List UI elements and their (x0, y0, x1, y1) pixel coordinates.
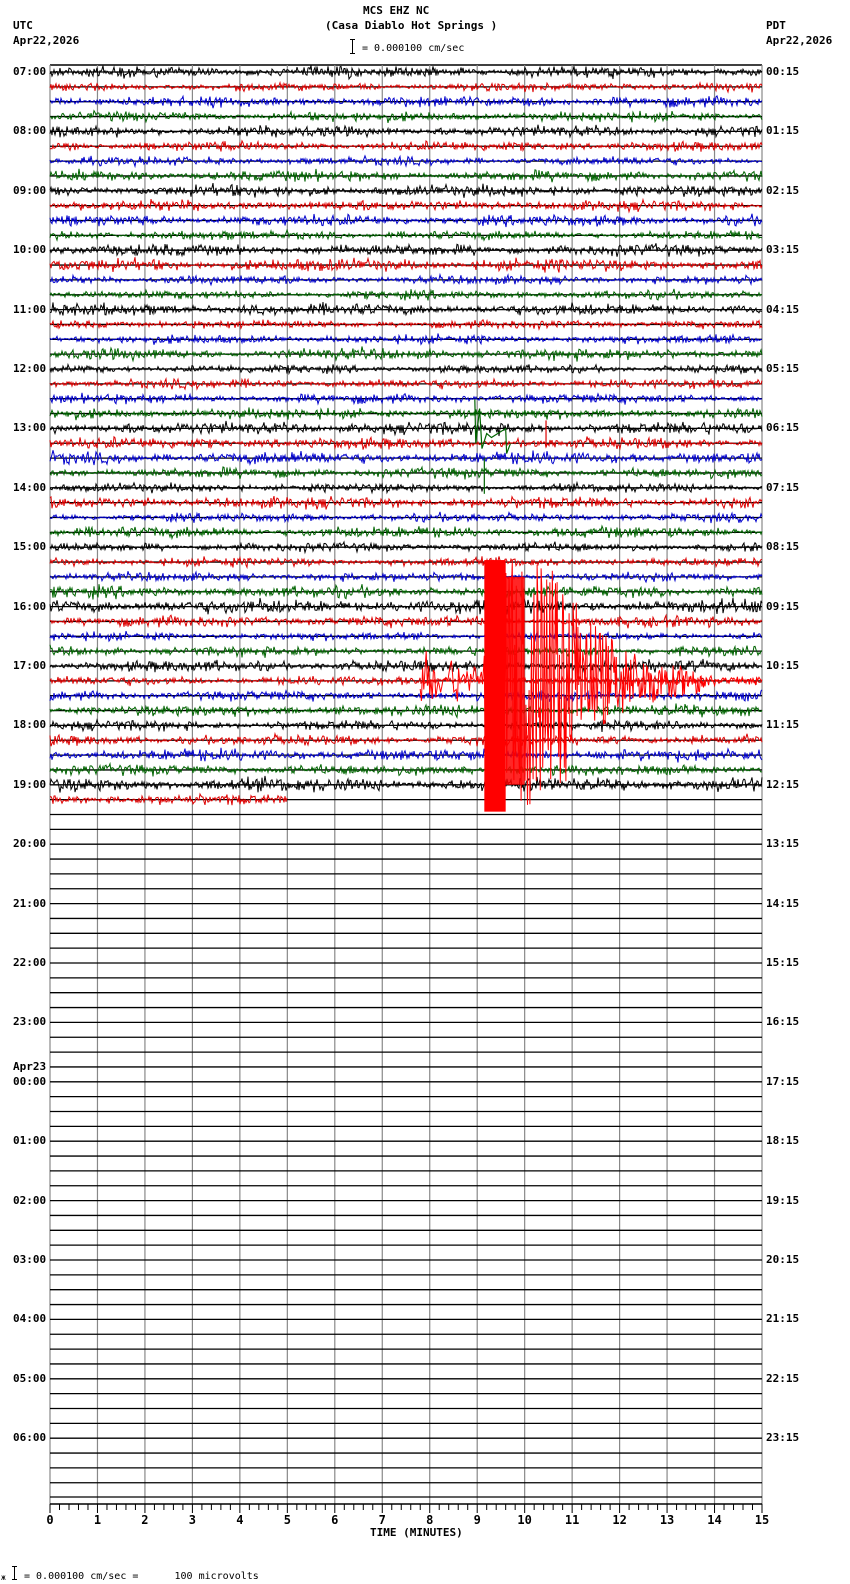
scale-bar-icon (350, 39, 355, 54)
x-tick-label: 2 (141, 1513, 149, 1527)
x-tick-label: 13 (659, 1513, 675, 1527)
utc-hour-label: 01:00 (13, 1134, 47, 1148)
x-tick-label: 10 (517, 1513, 532, 1527)
utc-hour-label: 03:00 (13, 1253, 47, 1266)
pdt-hour-label: 21:15 (766, 1312, 800, 1326)
right-date: Apr22,2026 (766, 34, 833, 47)
utc-hour-label: 15:00 (13, 540, 47, 554)
utc-hour-label: 18:00 (13, 718, 47, 732)
x-tick-label: 11 (564, 1513, 580, 1527)
pdt-hour-label: 15:15 (766, 956, 800, 969)
x-tick-label: 4 (236, 1513, 244, 1527)
x-tick-label: 3 (188, 1513, 197, 1527)
pdt-hour-label: 04:15 (766, 302, 800, 316)
utc-hour-label: 14:00 (13, 480, 47, 494)
date-change-label: Apr23 (13, 1059, 47, 1073)
x-tick-label: 15 (754, 1513, 770, 1527)
left-timezone: UTC (13, 19, 33, 32)
pdt-hour-label: 18:15 (766, 1134, 800, 1148)
pdt-hour-label: 06:15 (766, 421, 800, 435)
utc-hour-label: 16:00 (13, 599, 47, 613)
utc-hour-label: 19:00 (13, 777, 47, 791)
x-tick-label: 1 (93, 1513, 102, 1527)
footer-marker: ж (1, 1573, 6, 1582)
station-title: MCS EHZ NC (363, 4, 430, 17)
utc-hour-label: 07:00 (13, 65, 47, 78)
pdt-hour-label: 19:15 (766, 1193, 800, 1207)
pdt-hour-label: 05:15 (766, 362, 800, 375)
footer-scale-text: = 0.000100 cm/sec = 100 microvolts (24, 1571, 259, 1582)
pdt-hour-label: 09:15 (766, 599, 800, 613)
pdt-hour-label: 02:15 (766, 183, 800, 197)
x-tick-label: 7 (378, 1513, 386, 1527)
utc-hour-label: 21:00 (13, 896, 47, 910)
pdt-hour-label: 07:15 (766, 480, 800, 494)
pdt-hour-label: 16:15 (766, 1015, 800, 1029)
utc-hour-label: 00:00 (13, 1074, 47, 1088)
pdt-hour-label: 20:15 (766, 1253, 800, 1266)
pdt-hour-label: 14:15 (766, 896, 800, 910)
pdt-hour-label: 00:15 (766, 65, 800, 78)
right-timezone: PDT (766, 19, 786, 32)
utc-hour-label: 02:00 (13, 1193, 47, 1207)
x-axis-title: TIME (MINUTES) (370, 1526, 463, 1539)
left-date: Apr22,2026 (13, 34, 80, 47)
utc-hour-label: 22:00 (13, 956, 47, 969)
pdt-hour-label: 11:15 (766, 718, 800, 732)
utc-hour-label: 06:00 (13, 1431, 47, 1445)
utc-hour-label: 20:00 (13, 837, 47, 851)
x-tick-label: 0 (46, 1513, 54, 1527)
utc-hour-label: 09:00 (13, 183, 47, 197)
x-tick-label: 8 (426, 1513, 434, 1527)
x-tick-label: 5 (283, 1513, 291, 1527)
pdt-hour-label: 22:15 (766, 1371, 800, 1385)
pdt-hour-label: 10:15 (766, 659, 800, 672)
utc-hour-label: 10:00 (13, 243, 47, 257)
utc-hour-label: 08:00 (13, 124, 47, 138)
scale-text: = 0.000100 cm/sec (362, 43, 465, 54)
footer-scale-bar-icon (12, 1566, 17, 1580)
pdt-hour-label: 03:15 (766, 243, 800, 257)
utc-hour-label: 11:00 (13, 302, 47, 316)
utc-hour-label: 13:00 (13, 421, 47, 435)
pdt-hour-label: 01:15 (766, 124, 800, 138)
x-tick-label: 14 (707, 1513, 722, 1527)
pdt-hour-label: 17:15 (766, 1074, 800, 1088)
pdt-hour-label: 13:15 (766, 837, 800, 851)
utc-hour-label: 04:00 (13, 1312, 47, 1326)
x-tick-label: 6 (331, 1513, 339, 1527)
station-location: (Casa Diablo Hot Springs ) (325, 19, 498, 32)
utc-hour-label: 12:00 (13, 362, 47, 375)
utc-hour-label: 23:00 (13, 1015, 47, 1029)
pdt-hour-label: 12:15 (766, 777, 800, 791)
x-tick-label: 12 (612, 1513, 627, 1527)
pdt-hour-label: 23:15 (766, 1431, 800, 1445)
pdt-hour-label: 08:15 (766, 540, 800, 554)
utc-hour-label: 05:00 (13, 1371, 47, 1385)
utc-hour-label: 17:00 (13, 659, 47, 672)
x-tick-label: 9 (473, 1513, 481, 1527)
